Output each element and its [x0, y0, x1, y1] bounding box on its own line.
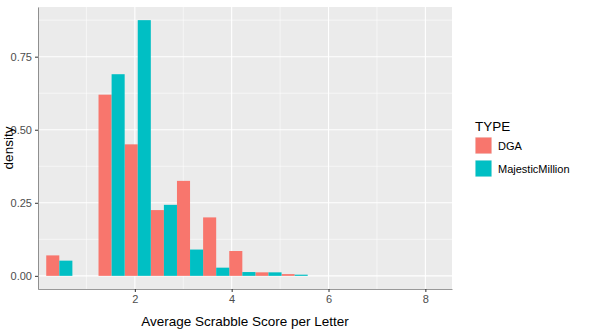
tick-label: 0.00: [11, 270, 32, 282]
histogram-bar: [282, 274, 295, 276]
tick-mark: [425, 289, 426, 292]
minor-grid-line: [38, 93, 452, 94]
legend-key-background: [475, 160, 492, 177]
tick-label: 6: [326, 293, 332, 305]
legend-title: TYPE: [475, 119, 510, 134]
histogram-bar: [334, 275, 347, 276]
histogram-bar: [373, 275, 386, 276]
legend-key-background: [475, 137, 492, 154]
histogram-bar: [112, 74, 125, 276]
histogram-bar: [177, 181, 190, 276]
minor-grid-line: [86, 7, 87, 289]
histogram-bar: [399, 275, 412, 276]
tick: 0.25: [11, 197, 38, 209]
legend-label: DGA: [498, 140, 523, 152]
histogram-bar: [99, 95, 112, 276]
tick-label: 8: [423, 293, 429, 305]
histogram-bar: [425, 275, 438, 276]
grid-line: [38, 56, 452, 57]
histogram-bar: [203, 217, 216, 275]
axis-line: [38, 8, 39, 290]
minor-grid-line: [376, 7, 377, 289]
tick-mark: [329, 289, 330, 292]
histogram-bar: [190, 250, 203, 276]
tick-mark: [35, 203, 38, 204]
tick: 2: [132, 289, 138, 305]
grid-line: [425, 7, 426, 289]
tick-label: 0.75: [11, 51, 32, 63]
histogram-bar: [386, 275, 399, 276]
histogram-bar: [347, 275, 360, 276]
histogram-bar: [412, 275, 425, 276]
legend-key: [476, 161, 492, 177]
histogram-bar: [151, 210, 164, 276]
histogram-bar: [308, 275, 321, 276]
x-axis-title: Average Scrabble Score per Letter: [141, 314, 349, 329]
tick-mark: [35, 57, 38, 58]
grid-line: [231, 7, 232, 289]
histogram-bar: [255, 272, 268, 276]
tick: 4: [229, 289, 235, 305]
legend: TYPE DGA MajesticMillion: [475, 119, 570, 177]
tick: 0.00: [11, 270, 38, 282]
tick-label: 0.25: [11, 197, 32, 209]
y-axis-title: density: [1, 126, 16, 169]
histogram-bar: [229, 251, 242, 276]
histogram-bar: [164, 205, 177, 276]
histogram-bar: [216, 268, 229, 276]
grid-line: [328, 7, 329, 289]
chart: 24680.000.250.500.75Average Scrabble Sco…: [0, 0, 600, 335]
bars: [46, 20, 307, 276]
tick-mark: [35, 130, 38, 131]
minor-grid-line: [280, 7, 281, 289]
tick-mark: [35, 276, 38, 277]
legend-key: [476, 138, 492, 154]
axis-line: [39, 289, 453, 290]
plot: 24680.000.250.500.75: [11, 7, 453, 305]
panel-background: [38, 7, 452, 289]
histogram-bar: [242, 272, 255, 276]
minor-grid-line: [38, 20, 452, 21]
grid: [38, 7, 452, 289]
histogram-bar: [85, 275, 98, 276]
tick: 0.75: [11, 51, 38, 63]
histogram-bar: [138, 20, 151, 276]
tick-mark: [135, 289, 136, 292]
histogram-bar: [268, 272, 281, 276]
histogram-bar: [72, 275, 85, 276]
histogram-bar: [46, 255, 59, 275]
legend-label: MajesticMillion: [498, 163, 570, 175]
tick-mark: [232, 289, 233, 292]
tick: 8: [423, 289, 429, 305]
histogram-bar: [321, 275, 334, 276]
histogram-bar: [295, 275, 308, 276]
histogram-bar: [59, 261, 72, 276]
histogram-bar: [125, 144, 138, 276]
tick: 6: [326, 289, 332, 305]
tick-label: 2: [132, 293, 138, 305]
histogram-bar: [360, 275, 373, 276]
x-axis: 2 4 6 8: [39, 289, 453, 305]
tick-label: 4: [229, 293, 235, 305]
